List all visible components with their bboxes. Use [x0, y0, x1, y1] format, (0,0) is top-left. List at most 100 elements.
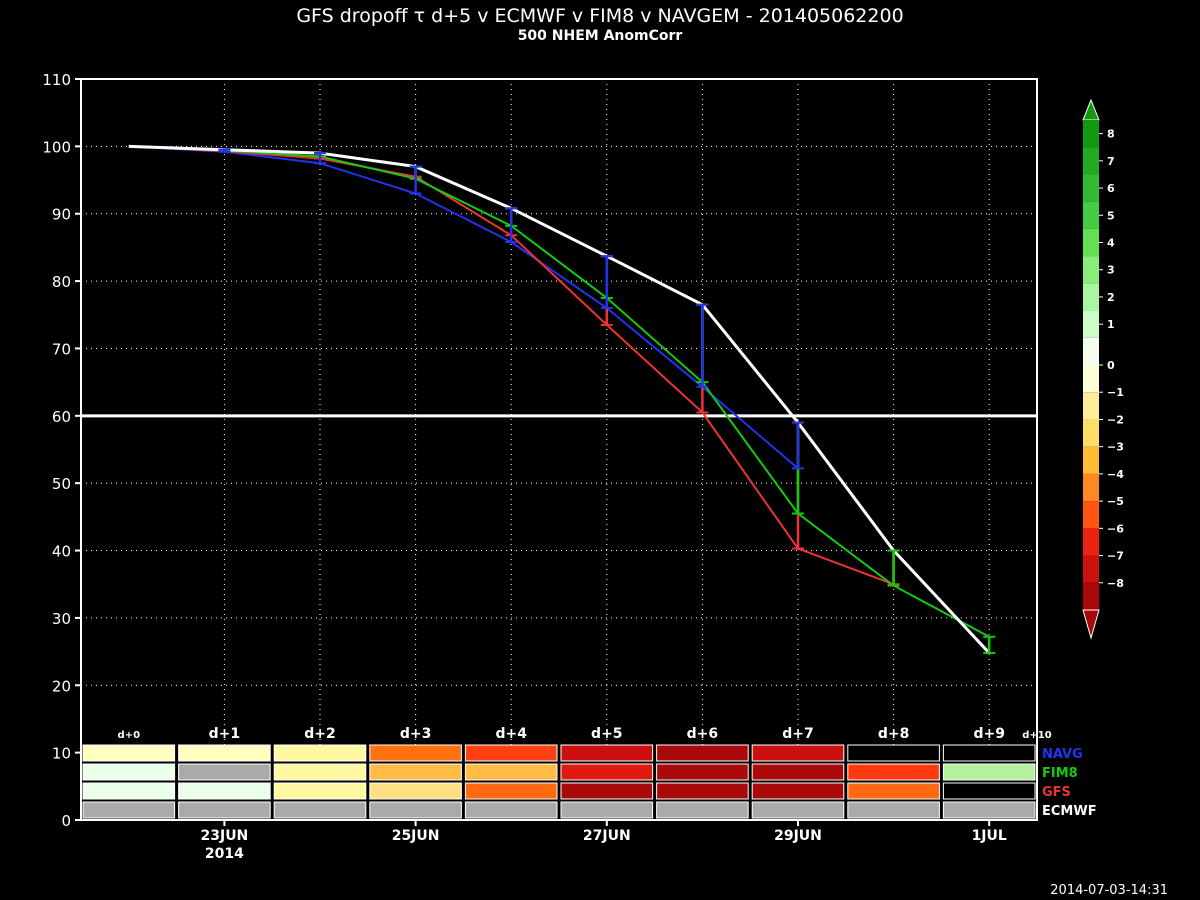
colorbar-swatch [1083, 201, 1099, 229]
chart-title: GFS dropoff τ d+5 v ECMWF v FIM8 v NAVGE… [296, 5, 903, 27]
colorbar-tick-label: −3 [1107, 441, 1124, 454]
colorbar-tick-label: −6 [1107, 522, 1124, 535]
grid [81, 79, 1037, 753]
scorecard-cell [847, 801, 940, 819]
plot-frame [80, 78, 1038, 821]
y-tick-label: 90 [52, 206, 71, 224]
y-tick-label: 0 [61, 812, 71, 830]
colorbar-swatch [1083, 555, 1099, 583]
scorecard-cell [560, 744, 654, 762]
y-tick-label: 100 [42, 138, 71, 156]
day-label: d+3 [400, 726, 432, 742]
day-label: d+0 [118, 730, 141, 741]
scorecard-cell [273, 801, 367, 819]
day-label: d+5 [591, 726, 623, 742]
y-tick-label: 50 [52, 475, 71, 493]
colorbar-tick-label: −5 [1107, 495, 1124, 508]
scorecard-cell [464, 763, 558, 781]
y-tick-label: 10 [52, 745, 71, 763]
colorbar-tick-label: 7 [1107, 155, 1115, 168]
y-tick-label: 70 [52, 340, 71, 358]
scorecard-cell [273, 782, 367, 800]
colorbar: 8 7 6 5 4 3 2 1 0 −1 −2 −3 −4 −5 −6 −7 −8 [1082, 98, 1124, 640]
colorbar-tick-label: 4 [1107, 237, 1115, 250]
scorecard-cell [942, 744, 1036, 762]
series-line-fim8 [128, 145, 990, 638]
scorecard-row-label: NAVG [1042, 747, 1083, 762]
scorecard-cell [178, 744, 271, 762]
scorecard-cell [369, 763, 462, 781]
x-tick-label: 1JUL [972, 828, 1007, 844]
colorbar-swatch [1083, 528, 1099, 556]
scorecard-cell [942, 782, 1036, 800]
colorbar-swatch [1083, 446, 1099, 474]
y-axis: 0 10 20 30 40 50 60 70 80 90 100 110 [42, 71, 81, 830]
scorecard-cell [751, 744, 845, 762]
scorecard-cell [464, 782, 558, 800]
colorbar-top-arrow [1082, 98, 1100, 121]
scorecard-cell [560, 763, 654, 781]
y-tick-label: 60 [52, 408, 71, 426]
x-tick-sublabel: 2014 [205, 846, 244, 862]
day-label: d+1 [209, 726, 241, 742]
x-tick-label: 27JUN [583, 828, 631, 844]
scorecard-cell [847, 744, 940, 762]
colorbar-bottom-arrow [1082, 609, 1100, 640]
timestamp: 2014-07-03-14:31 [1050, 883, 1168, 898]
scorecard-cell [369, 782, 462, 800]
series-line-navg [128, 145, 799, 470]
colorbar-swatch [1083, 582, 1099, 610]
scorecard-cell [942, 763, 1036, 781]
colorbar-swatch [1083, 501, 1099, 529]
x-tick-label: 23JUN [201, 828, 249, 844]
series-line-ecmwf [128, 144, 991, 654]
y-tick-label: 30 [52, 610, 71, 628]
colorbar-tick-label: 0 [1107, 359, 1115, 372]
scorecard-row-label: GFS [1042, 785, 1071, 800]
scorecard-cell [656, 744, 749, 762]
colorbar-swatch [1083, 419, 1099, 447]
scorecard-cell [751, 801, 845, 819]
y-tick-label: 110 [42, 71, 71, 89]
x-tick-label: 29JUN [774, 828, 822, 844]
x-tick-label: 25JUN [392, 828, 440, 844]
scorecard-cell [656, 801, 749, 819]
scorecard-cell [751, 763, 845, 781]
scorecard-cell [82, 782, 176, 800]
colorbar-tick-label: −1 [1107, 386, 1124, 399]
scorecard-cell [82, 763, 176, 781]
x-axis: 23JUN 2014 25JUN 27JUN 29JUN 1JUL [201, 820, 1007, 862]
colorbar-tick-label: −4 [1107, 468, 1124, 481]
scorecard-cell [751, 782, 845, 800]
colorbar-tick-label: 8 [1107, 128, 1115, 141]
scorecard-cell [464, 744, 558, 762]
scorecard-cell [656, 782, 749, 800]
scorecard-cell [942, 801, 1036, 819]
day-label: d+7 [782, 726, 814, 742]
colorbar-tick-label: −2 [1107, 413, 1124, 426]
colorbar-tick-label: 1 [1107, 318, 1115, 331]
scorecard: d+0 d+1 d+2 d+3 d+4 d+5 d+6 d+7 d+8 d+9 d+10NAVGFI… [82, 726, 1097, 819]
scorecard-cell [82, 744, 176, 762]
day-label: d+2 [304, 726, 336, 742]
y-tick-label: 20 [52, 677, 71, 695]
scorecard-cell [178, 782, 271, 800]
day-label: d+8 [878, 726, 910, 742]
day-label: d+9 [973, 726, 1005, 742]
colorbar-swatch [1083, 337, 1099, 365]
chart-subtitle: 500 NHEM AnomCorr [518, 28, 683, 44]
scorecard-cell [560, 801, 654, 819]
series-lines [128, 144, 991, 654]
scorecard-cell [464, 801, 558, 819]
colorbar-tick-label: 3 [1107, 264, 1115, 277]
colorbar-tick-label: −7 [1107, 550, 1124, 563]
colorbar-swatch [1083, 283, 1099, 311]
colorbar-swatch [1083, 310, 1099, 338]
colorbar-swatch [1083, 174, 1099, 202]
scorecard-cell [369, 744, 462, 762]
colorbar-swatch [1083, 365, 1099, 393]
scorecard-cell [847, 763, 940, 781]
colorbar-tick-label: −8 [1107, 577, 1124, 590]
y-tick-label: 40 [52, 543, 71, 561]
